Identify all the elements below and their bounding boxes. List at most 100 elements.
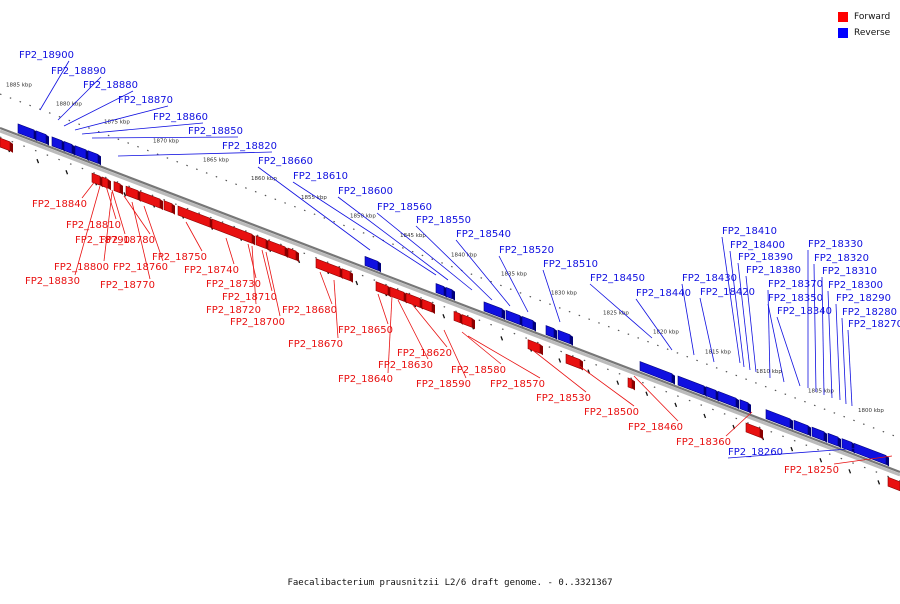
reverse-gene-edge bbox=[736, 398, 739, 410]
tick-label: 1825 kbp bbox=[603, 310, 629, 316]
forward-gene-edge bbox=[540, 344, 543, 356]
reverse-gene bbox=[739, 399, 749, 413]
tick-label: 1815 kbp bbox=[705, 349, 731, 355]
tick-label: 1800 kbp bbox=[858, 408, 884, 414]
forward-gene-label: FP2_18640 bbox=[338, 374, 393, 385]
legend-forward-label: Forward bbox=[854, 12, 891, 22]
reverse-gene-label: FP2_18540 bbox=[456, 229, 511, 240]
tick-label: 1805 kbp bbox=[808, 389, 834, 395]
tick-label: 1840 kbp bbox=[451, 252, 477, 258]
reverse-gene-label: FP2_18410 bbox=[722, 226, 777, 237]
forward-callout-line bbox=[111, 189, 126, 235]
reverse-gene-label: FP2_18430 bbox=[682, 273, 737, 284]
forward-gene-label: FP2_18810 bbox=[66, 220, 121, 231]
forward-gene-edge bbox=[172, 203, 175, 215]
forward-gene-label: FP2_18630 bbox=[378, 360, 433, 371]
reverse-gene-label: FP2_18660 bbox=[258, 156, 313, 167]
ruler-tick bbox=[674, 402, 678, 408]
forward-gene bbox=[887, 476, 900, 492]
reverse-gene-label: FP2_18400 bbox=[730, 240, 785, 251]
ruler-tick bbox=[645, 391, 649, 397]
forward-callout-line bbox=[411, 303, 448, 348]
forward-gene-label: FP2_18720 bbox=[206, 305, 261, 316]
forward-callout-line bbox=[103, 191, 113, 262]
reverse-gene-label: FP2_18520 bbox=[499, 245, 554, 256]
forward-gene-edge bbox=[432, 303, 435, 315]
forward-callout-line bbox=[81, 179, 97, 199]
forward-gene-label: FP2_18800 bbox=[54, 262, 109, 273]
reverse-callout-line bbox=[635, 298, 673, 351]
forward-callout-line bbox=[529, 347, 587, 393]
reverse-callout-line bbox=[745, 275, 757, 373]
reverse-gene-label: FP2_18290 bbox=[836, 293, 891, 304]
forward-callout-line bbox=[261, 249, 273, 292]
reverse-gene-edge bbox=[452, 289, 455, 301]
ruler-tick bbox=[616, 380, 620, 385]
forward-callout-line bbox=[74, 185, 101, 276]
reverse-gene-label: FP2_18550 bbox=[416, 215, 471, 226]
forward-gene bbox=[255, 235, 267, 250]
forward-callout-line bbox=[333, 279, 339, 339]
reverse-callout-line bbox=[821, 276, 825, 396]
forward-callout-line bbox=[123, 195, 151, 235]
reverse-gene-label: FP2_18310 bbox=[822, 266, 877, 277]
forward-callout-line bbox=[319, 271, 333, 305]
backbone-shadow bbox=[0, 129, 900, 477]
tick-label: 1855 kbp bbox=[301, 195, 327, 201]
reverse-gene-label: FP2_18280 bbox=[842, 307, 897, 318]
legend-reverse-label: Reverse bbox=[854, 28, 891, 38]
reverse-gene bbox=[63, 141, 73, 154]
forward-gene-label: FP2_18620 bbox=[397, 348, 452, 359]
tick-label: 1835 kbp bbox=[501, 271, 527, 277]
forward-callout-line bbox=[185, 221, 203, 252]
forward-gene-label: FP2_18670 bbox=[288, 339, 343, 350]
forward-gene bbox=[125, 185, 139, 201]
reverse-callout-line bbox=[455, 239, 511, 307]
reverse-gene-label: FP2_18510 bbox=[543, 259, 598, 270]
forward-gene-edge bbox=[10, 141, 13, 153]
ruler-tick bbox=[123, 192, 127, 197]
forward-callout-line bbox=[387, 295, 393, 374]
forward-callout-line bbox=[573, 361, 635, 407]
reverse-gene-edge bbox=[378, 261, 381, 273]
forward-callout-line bbox=[633, 375, 679, 422]
tick-label: 1850 kbp bbox=[350, 214, 376, 220]
reverse-gene-label: FP2_18330 bbox=[808, 239, 863, 250]
forward-gene bbox=[341, 268, 351, 282]
ruler-tick bbox=[877, 480, 881, 485]
backbone-line bbox=[0, 126, 900, 474]
forward-callout-line bbox=[467, 335, 541, 379]
legend: Forward Reverse bbox=[838, 9, 890, 41]
reverse-gene-label: FP2_18880 bbox=[83, 80, 138, 91]
reverse-gene-edge bbox=[570, 334, 573, 346]
reverse-gene-edge bbox=[838, 437, 841, 449]
forward-gene-label: FP2_18580 bbox=[451, 365, 506, 376]
forward-gene-label: FP2_18780 bbox=[100, 235, 155, 246]
forward-gene-label: FP2_18830 bbox=[25, 276, 80, 287]
reverse-callout-line bbox=[813, 263, 817, 393]
legend-forward: Forward bbox=[838, 9, 890, 25]
reverse-gene-label: FP2_18260 bbox=[728, 447, 783, 458]
reverse-callout-line bbox=[835, 303, 841, 401]
reverse-callout-line bbox=[415, 225, 493, 301]
forward-gene-edge bbox=[632, 379, 635, 391]
reverse-callout-line bbox=[337, 196, 449, 281]
forward-gene-label: FP2_18530 bbox=[536, 393, 591, 404]
ruler-tick bbox=[848, 469, 852, 474]
reverse-callout-line bbox=[91, 136, 239, 139]
lower-dotted-scale bbox=[0, 136, 900, 482]
forward-gene-label: FP2_18250 bbox=[784, 465, 839, 476]
reverse-callout-line bbox=[376, 212, 473, 291]
ruler-tick bbox=[790, 446, 794, 452]
tick-label: 1885 kbp bbox=[6, 82, 32, 88]
forward-gene bbox=[745, 422, 761, 438]
reverse-gene-label: FP2_18350 bbox=[768, 293, 823, 304]
reverse-gene-label: FP2_18890 bbox=[51, 66, 106, 77]
forward-gene-edge bbox=[252, 234, 255, 246]
forward-gene-edge bbox=[472, 318, 475, 330]
map-caption: Faecalibacterium prausnitzii L2/6 draft … bbox=[287, 578, 613, 588]
forward-callout-line bbox=[461, 331, 502, 365]
reverse-gene-edge bbox=[554, 328, 557, 340]
forward-callout-line bbox=[443, 329, 467, 379]
